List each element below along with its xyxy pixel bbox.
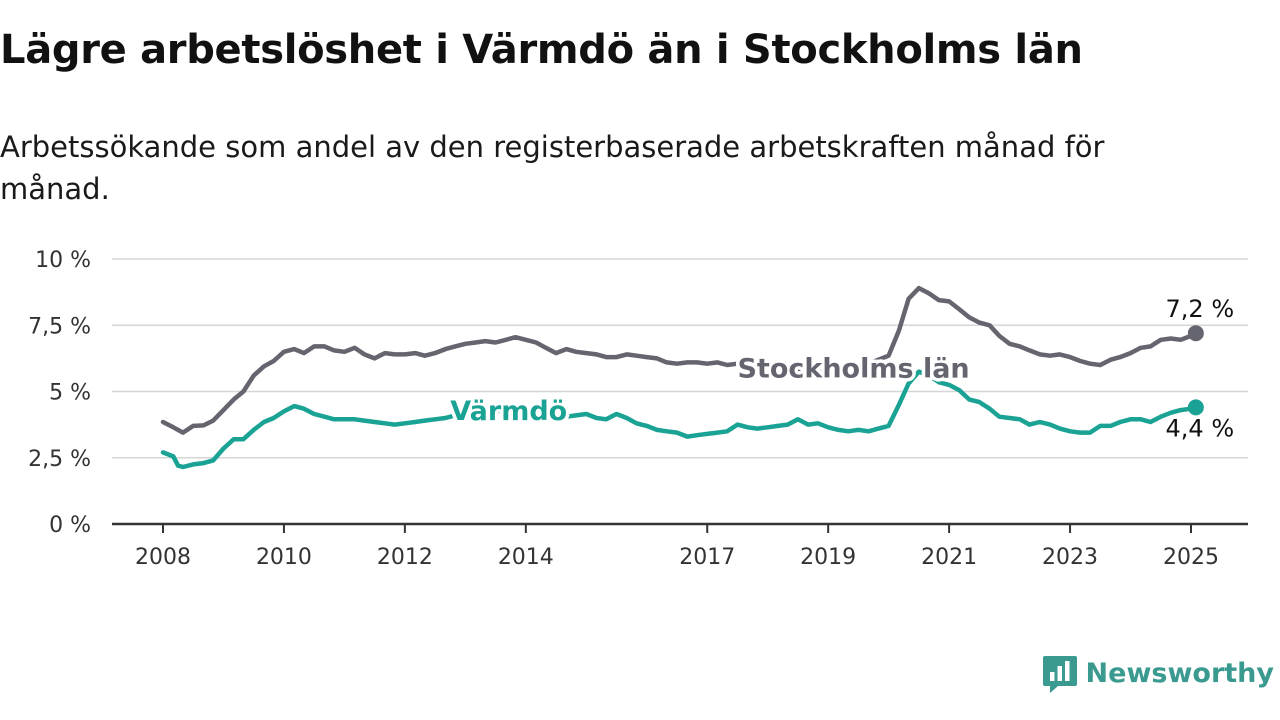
x-tick-label: 2019: [800, 545, 856, 570]
chart-subtitle: Arbetssökande som andel av den registerb…: [0, 130, 1105, 206]
y-tick-label: 7,5 %: [28, 314, 91, 339]
brand-logo: Newsworthy: [1042, 654, 1274, 694]
bar-chart-speech-bubble-icon: [1042, 656, 1077, 693]
series-end-marker: [1187, 325, 1204, 342]
brand-name: Newsworthy: [1085, 658, 1274, 689]
series-line: [160, 369, 1199, 470]
series-end-label: 7,2 %: [1166, 295, 1235, 323]
gridlines: [112, 258, 1248, 459]
x-tick-label: 2025: [1163, 545, 1219, 570]
series-labels: 7,2 % 4,4 % Stockholms län Värmdö: [447, 295, 1235, 442]
series-line: [160, 285, 1199, 435]
x-tick-label: 2017: [679, 545, 735, 570]
y-tick-label: 10 %: [35, 248, 91, 273]
x-tick-label: 2021: [921, 545, 977, 570]
series-end-label: 4,4 %: [1166, 414, 1235, 442]
y-tick-label: 5 %: [49, 381, 91, 406]
series-name-label: Stockholms län: [737, 354, 969, 385]
chart-title: Lägre arbetslöshet i Värmdö än i Stockho…: [0, 27, 1083, 73]
x-tick-label: 2023: [1042, 545, 1098, 570]
x-tick-label: 2012: [377, 545, 433, 570]
x-tick-label: 2014: [498, 545, 554, 570]
series-name-label: Värmdö: [450, 396, 567, 427]
x-tick-label: 2010: [256, 545, 312, 570]
axes: 0 % 2,5 % 5 % 7,5 % 10 % 2008 2010 2012 2014 2017…: [28, 248, 1248, 570]
series-end-marker: [1187, 399, 1204, 416]
y-tick-label: 0 %: [49, 513, 91, 538]
series-lines: [160, 285, 1204, 470]
x-tick-label: 2008: [135, 545, 191, 570]
y-tick-label: 2,5 %: [28, 447, 91, 472]
